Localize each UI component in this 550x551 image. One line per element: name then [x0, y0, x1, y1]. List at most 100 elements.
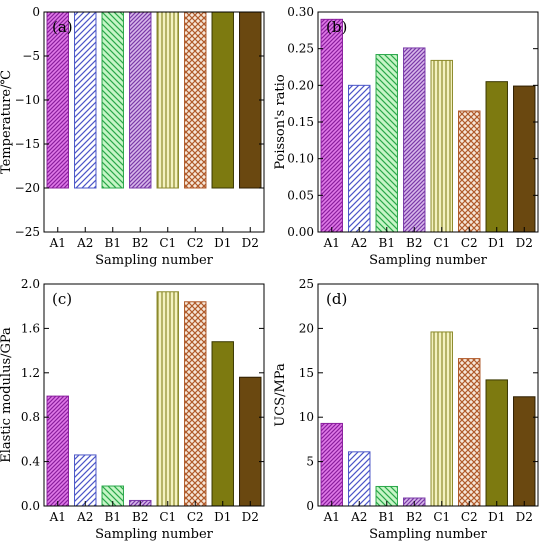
- y-tick-label: 0.15: [287, 115, 314, 129]
- plot-frame: [43, 283, 265, 507]
- bar-A2: [348, 84, 371, 233]
- y-tick-label: 0.00: [287, 225, 314, 239]
- y-tick-label: −20: [15, 181, 40, 195]
- bar-C2: [458, 110, 481, 233]
- bar-A2: [74, 454, 97, 507]
- x-tick-label: C2: [461, 236, 478, 250]
- x-tick-label: C2: [187, 510, 204, 524]
- bar-D1: [485, 81, 508, 233]
- x-tick-label: D1: [488, 510, 505, 524]
- bar-A2: [348, 451, 371, 507]
- x-tick-label: A1: [323, 510, 340, 524]
- x-tick-label: A2: [350, 236, 367, 250]
- bar-B1: [101, 11, 124, 189]
- x-tick-label: D2: [242, 510, 259, 524]
- x-tick-label: A2: [76, 236, 93, 250]
- y-axis-label: Temperature/℃: [0, 70, 14, 174]
- bar-D2: [513, 396, 536, 507]
- x-tick-label: A1: [49, 236, 66, 250]
- x-tick-label: B1: [105, 510, 121, 524]
- x-tick-label: A1: [49, 510, 66, 524]
- bar-A1: [320, 18, 343, 233]
- y-tick-label: −5: [22, 49, 40, 63]
- x-tick-label: B2: [406, 236, 422, 250]
- y-tick-label: 0: [32, 5, 40, 19]
- x-tick-label: D2: [516, 236, 533, 250]
- x-tick-label: D1: [214, 236, 231, 250]
- bar-D1: [485, 379, 508, 507]
- x-tick-label: A1: [323, 236, 340, 250]
- bar-A1: [320, 422, 343, 507]
- bar-C1: [156, 291, 179, 507]
- x-axis-label: Sampling number: [369, 253, 488, 268]
- bar-C1: [156, 11, 179, 189]
- x-tick-label: B1: [379, 510, 395, 524]
- y-tick-label: 1.6: [21, 321, 40, 335]
- y-tick-label: 0.30: [287, 5, 314, 19]
- panel-tag: (b): [326, 18, 347, 36]
- y-tick-label: 1.2: [21, 366, 40, 380]
- chart-panel-0: 0 −5 −10 −15 −20 −25 A1 A2 B1 B2 C1 C2 D1 D2 Sampling …: [0, 5, 265, 268]
- y-tick-label: 0.8: [21, 410, 40, 424]
- x-tick-label: C1: [159, 510, 176, 524]
- y-tick-label: −25: [15, 225, 40, 239]
- x-tick-label: A2: [76, 510, 93, 524]
- y-tick-label: 20: [299, 321, 314, 335]
- x-tick-label: D1: [214, 510, 231, 524]
- x-tick-label: D2: [242, 236, 259, 250]
- panel-tag: (c): [52, 290, 72, 308]
- bar-C1: [430, 59, 453, 233]
- x-tick-label: C1: [433, 510, 450, 524]
- chart-panel-1: 0.00 0.05 0.10 0.15 0.20 0.25 0.30 A1 A2 B1 B2 C1 C2…: [273, 5, 539, 268]
- x-axis-label: Sampling number: [369, 527, 488, 542]
- panel-tag: (d): [326, 290, 347, 308]
- y-tick-label: 0.25: [287, 42, 314, 56]
- y-tick-label: 0.05: [287, 188, 314, 202]
- y-tick-label: 5: [306, 455, 314, 469]
- y-tick-label: 15: [299, 366, 314, 380]
- y-tick-label: 0.0: [21, 499, 40, 513]
- y-tick-label: 0.20: [287, 78, 314, 92]
- x-tick-label: B1: [379, 236, 395, 250]
- x-tick-label: C1: [159, 236, 176, 250]
- bar-C2: [184, 11, 207, 189]
- y-tick-label: 10: [299, 410, 314, 424]
- plot-frame: [43, 11, 265, 233]
- chart-panel-2: 0.0 0.4 0.8 1.2 1.6 2.0 A1 A2 B1 B2 C1 C2 D1 D2 Sampli…: [0, 277, 265, 542]
- y-tick-label: 0.10: [287, 152, 314, 166]
- y-tick-label: −10: [15, 93, 40, 107]
- x-tick-label: B2: [132, 510, 148, 524]
- bar-A1: [46, 395, 69, 507]
- x-tick-label: D1: [488, 236, 505, 250]
- bar-D2: [239, 376, 262, 507]
- bar-D1: [211, 341, 234, 507]
- x-tick-label: B1: [105, 236, 121, 250]
- panel-tag: (a): [52, 18, 73, 36]
- y-axis-label: UCS/MPa: [273, 363, 288, 427]
- y-axis-label: Poisson's ratio: [273, 74, 288, 169]
- bar-D2: [513, 85, 536, 233]
- bar-B2: [403, 47, 426, 233]
- bar-A2: [74, 11, 97, 189]
- bar-B2: [129, 11, 152, 189]
- bar-B1: [375, 54, 398, 233]
- bar-C2: [184, 301, 207, 507]
- x-tick-label: C1: [433, 236, 450, 250]
- x-tick-label: D2: [516, 510, 533, 524]
- bar-C1: [430, 331, 453, 507]
- bar-D1: [211, 11, 234, 189]
- x-tick-label: C2: [461, 510, 478, 524]
- bar-A1: [46, 11, 69, 189]
- y-tick-label: 0.4: [21, 455, 40, 469]
- y-tick-label: 25: [299, 277, 314, 291]
- y-axis-label: Elastic modulus/GPa: [0, 327, 14, 463]
- x-tick-label: C2: [187, 236, 204, 250]
- chart-panel-3: 0 5 10 15 20 25 A1 A2 B1 B2 C1 C2 D1 D2 Sampling numbe…: [273, 277, 539, 542]
- x-tick-label: B2: [406, 510, 422, 524]
- x-tick-label: B2: [132, 236, 148, 250]
- bar-D2: [239, 11, 262, 189]
- x-axis-label: Sampling number: [95, 527, 214, 542]
- y-tick-label: 0: [306, 499, 314, 513]
- x-tick-label: A2: [350, 510, 367, 524]
